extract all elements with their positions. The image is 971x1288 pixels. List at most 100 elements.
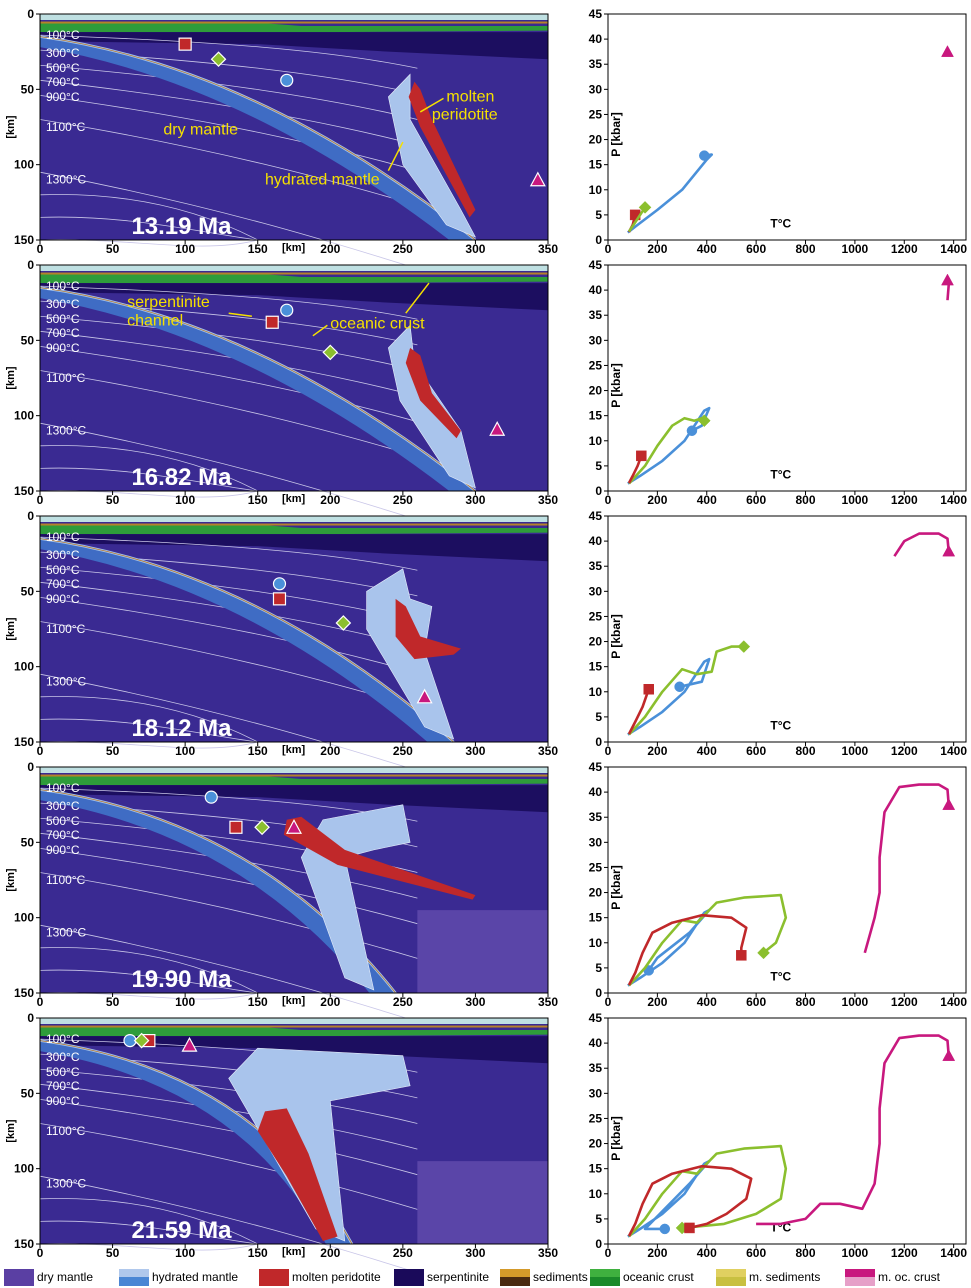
legend-item: sediments — [500, 1268, 588, 1286]
marker-triangle — [942, 544, 956, 557]
legend-item: hydrated mantle — [119, 1268, 238, 1286]
slab-sediment-line — [39, 36, 476, 241]
pt-y-tick-label: 40 — [589, 785, 603, 799]
section-frame — [39, 13, 549, 241]
section-x-tick-label: 0 — [37, 995, 44, 1009]
isotherm-label: 100°C — [46, 28, 80, 42]
annotation-arrow — [387, 141, 404, 172]
pt-y-tick-label: 10 — [589, 434, 603, 448]
pt-y-tick-label: 35 — [589, 57, 603, 71]
sediments-layer — [40, 1025, 548, 1028]
isotherm-label: 1100°C — [46, 120, 86, 134]
slab-hydrated — [40, 287, 476, 491]
marker-square — [265, 315, 279, 329]
section-y-unit: [km] — [5, 366, 17, 390]
isotherm — [39, 1198, 258, 1245]
pt-y-tick-label: 40 — [589, 534, 603, 548]
pt-x-tick-label: 600 — [746, 242, 766, 256]
pt-chart: 0 200 400 600 800 1000 1200 1400 0 5 10 15 20 25 30 35 4… — [589, 509, 968, 758]
pt-x-tick-label: 0 — [605, 995, 612, 1009]
section-x-tick-label: 350 — [538, 995, 558, 1009]
hydrated-mantle-area — [228, 1047, 411, 1242]
marker-diamond — [697, 414, 711, 428]
pt-x-tick-label: 800 — [796, 995, 816, 1009]
isotherm — [39, 64, 418, 120]
isotherm — [39, 992, 258, 1000]
time-label: 18.12 Ma — [131, 715, 232, 742]
isotherm — [39, 171, 418, 270]
pt-x-tick-label: 1000 — [842, 995, 869, 1009]
isotherm — [39, 969, 258, 994]
legend-swatch — [500, 1268, 530, 1286]
section-x-tick-label: 200 — [320, 493, 340, 507]
section-y-tick-label: 150 — [14, 1237, 34, 1251]
isotherm — [39, 216, 258, 241]
pt-series-line — [627, 153, 713, 234]
section-x-tick-label: 50 — [106, 493, 120, 507]
section-y-tick-label: 0 — [27, 7, 34, 21]
pt-y-tick-label: 30 — [589, 82, 603, 96]
isotherm — [39, 1243, 258, 1251]
pt-series-line — [756, 1034, 950, 1226]
pt-y-tick-label: 5 — [595, 459, 602, 473]
pt-xlabel: T°C — [770, 467, 791, 481]
section-frame — [39, 766, 549, 994]
deep-mantle-area — [417, 1161, 548, 1244]
section-y-tick-label: 100 — [14, 911, 34, 925]
lithosphere — [40, 534, 548, 562]
section-x-tick-label: 100 — [175, 1246, 195, 1260]
slab-sediment-line — [39, 538, 454, 743]
pt-x-tick-label: 200 — [647, 493, 667, 507]
pt-y-tick-label: 5 — [595, 208, 602, 222]
section-x-tick-label: 350 — [538, 1246, 558, 1260]
legend-item: m. sediments — [716, 1268, 820, 1286]
pt-x-tick-label: 200 — [647, 242, 667, 256]
section-y-tick-label: 100 — [14, 158, 34, 172]
section-x-tick-label: 150 — [248, 1246, 268, 1260]
pt-y-tick-label: 20 — [589, 133, 603, 147]
legend-swatch — [394, 1268, 424, 1286]
sediments-layer — [40, 272, 548, 275]
section-x-tick-label: 250 — [393, 1246, 413, 1260]
legend-item: molten peridotite — [259, 1268, 381, 1286]
section-y-tick-label: 150 — [14, 484, 34, 498]
isotherm — [39, 285, 418, 320]
pt-ylabel: P [kbar] — [609, 614, 623, 658]
marker-circle — [280, 73, 294, 87]
pt-xlabel: T°C — [770, 216, 791, 230]
marker-triangle — [941, 45, 954, 57]
isotherm — [39, 1220, 258, 1245]
marker-circle — [272, 577, 287, 591]
marker-circle — [659, 1223, 671, 1235]
oceanic-crust-layer — [40, 272, 548, 284]
isotherm-label: 900°C — [46, 1094, 80, 1108]
marker-square — [684, 1222, 695, 1234]
pt-y-tick-label: 5 — [595, 961, 602, 975]
section-x-tick-label: 0 — [37, 493, 44, 507]
pt-x-tick-label: 200 — [647, 995, 667, 1009]
marker-triangle — [942, 798, 956, 810]
section-x-tick-label: 350 — [538, 242, 558, 256]
pt-x-tick-label: 1400 — [940, 744, 967, 758]
isotherm — [39, 315, 418, 371]
isotherm-label: 1100°C — [46, 622, 86, 636]
section-y-tick-label: 50 — [21, 1086, 35, 1100]
pt-xlabel: T°C — [770, 969, 791, 983]
marker-triangle — [285, 819, 303, 834]
section-y-tick-label: 0 — [27, 760, 34, 774]
isotherm — [39, 673, 418, 772]
section-x-tick-label: 100 — [175, 744, 195, 758]
pt-frame — [607, 264, 967, 492]
oceanic-crust-layer — [40, 1025, 548, 1037]
isotherm-label: 100°C — [46, 530, 80, 544]
pt-y-tick-label: 15 — [589, 158, 603, 172]
section-y-unit: [km] — [5, 617, 17, 641]
section-y-tick-label: 0 — [27, 509, 34, 523]
marker-square — [272, 592, 287, 606]
marker-triangle — [489, 420, 506, 436]
isotherm — [39, 872, 418, 959]
isotherm-label: 1300°C — [46, 675, 86, 689]
pt-y-tick-label: 40 — [589, 283, 603, 297]
